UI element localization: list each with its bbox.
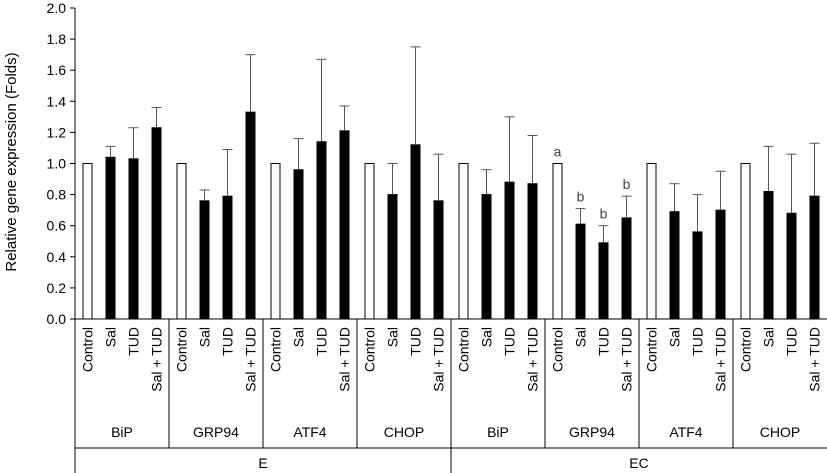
bar (740, 163, 751, 320)
bar (786, 212, 797, 320)
bar (621, 217, 632, 320)
x-tick-label: Control (174, 327, 190, 372)
x-tick-label: Sal (291, 327, 307, 347)
bar (692, 231, 703, 320)
x-tick-label: Control (456, 327, 472, 372)
x-tick-label: Sal + TUD (807, 327, 823, 392)
y-tick-label: 0.2 (47, 280, 67, 296)
y-tick-label: 1.0 (47, 156, 67, 172)
bar (128, 158, 139, 320)
bar (270, 163, 281, 320)
x-tick-label: Sal + TUD (525, 327, 541, 392)
bar (809, 195, 820, 320)
x-tick-label: Control (550, 327, 566, 372)
significance-letter: b (577, 189, 585, 205)
bar (575, 223, 586, 320)
x-tick-label: TUD (126, 327, 142, 356)
bar (316, 141, 327, 320)
x-tick-label: TUD (596, 327, 612, 356)
gene-label: BiP (487, 424, 509, 440)
bar (504, 181, 515, 320)
y-tick-label: 1.2 (47, 124, 67, 140)
x-tick-label: Control (738, 327, 754, 372)
x-tick-label: Sal + TUD (431, 327, 447, 392)
bar (527, 183, 538, 320)
gene-label: ATF4 (669, 424, 702, 440)
x-tick-label: TUD (502, 327, 518, 356)
y-tick-label: 1.4 (47, 93, 67, 109)
x-tick-label: Sal (197, 327, 213, 347)
bar (433, 200, 444, 320)
x-tick-label: Control (362, 327, 378, 372)
x-tick-label: Sal + TUD (243, 327, 259, 392)
x-tick-label: Sal + TUD (619, 327, 635, 392)
x-tick-label: Sal + TUD (149, 327, 165, 392)
significance-letter: b (600, 206, 608, 222)
x-tick-label: Control (80, 327, 96, 372)
y-axis-label: Relative gene expression (Folds) (3, 52, 20, 271)
x-tick-label: Sal (385, 327, 401, 347)
x-tick-label: TUD (314, 327, 330, 356)
bar (646, 163, 657, 320)
x-tick-label: TUD (408, 327, 424, 356)
y-tick-label: 0.4 (47, 249, 67, 265)
y-tick-label: 1.8 (47, 31, 67, 47)
y-tick-label: 1.6 (47, 62, 67, 78)
bar (151, 127, 162, 320)
bar (293, 169, 304, 320)
tissue-label: EC (629, 455, 648, 471)
x-axis: Control Sal TUD Sal + TUD BiP Control Sal TUD Sa… (75, 318, 827, 473)
y-tick-label: 0.6 (47, 218, 67, 234)
bar (339, 130, 350, 320)
y-tick-label: 0.0 (47, 311, 67, 327)
gene-label: ATF4 (293, 424, 326, 440)
bar (245, 111, 256, 320)
gene-label: CHOP (760, 424, 800, 440)
bar (598, 242, 609, 320)
bar (105, 156, 116, 320)
x-tick-label: Sal (103, 327, 119, 347)
x-tick-label: Sal (667, 327, 683, 347)
tissue-label: E (258, 455, 267, 471)
gene-label: GRP94 (569, 424, 615, 440)
x-tick-label: TUD (784, 327, 800, 356)
significance-letter: a (554, 144, 562, 160)
significance-letter: b (623, 176, 631, 192)
x-tick-label: Control (644, 327, 660, 372)
gene-label: CHOP (384, 424, 424, 440)
bar (458, 163, 469, 320)
bar (199, 200, 210, 320)
x-tick-label: Control (268, 327, 284, 372)
gene-label: GRP94 (193, 424, 239, 440)
x-tick-label: Sal (761, 327, 777, 347)
bar (364, 163, 375, 320)
gene-label: BiP (111, 424, 133, 440)
x-tick-label: Sal + TUD (337, 327, 353, 392)
bar (552, 163, 563, 320)
x-tick-label: Sal + TUD (713, 327, 729, 392)
bar (763, 190, 774, 320)
y-tick-label: 0.8 (47, 187, 67, 203)
y-tick-label: 2.0 (47, 0, 67, 16)
bar (176, 163, 187, 320)
bar (222, 195, 233, 320)
bar (715, 209, 726, 320)
x-tick-label: TUD (690, 327, 706, 356)
bar (410, 144, 421, 320)
bar (82, 163, 93, 320)
x-tick-label: TUD (220, 327, 236, 356)
y-axis: 0.0 0.2 0.4 0.6 0.8 1.0 1.2 1.4 1.6 1.8 2.0 (47, 0, 76, 473)
bar (387, 194, 398, 320)
bar (669, 211, 680, 320)
bar (481, 194, 492, 320)
x-tick-label: Sal (479, 327, 495, 347)
x-tick-label: Sal (573, 327, 589, 347)
